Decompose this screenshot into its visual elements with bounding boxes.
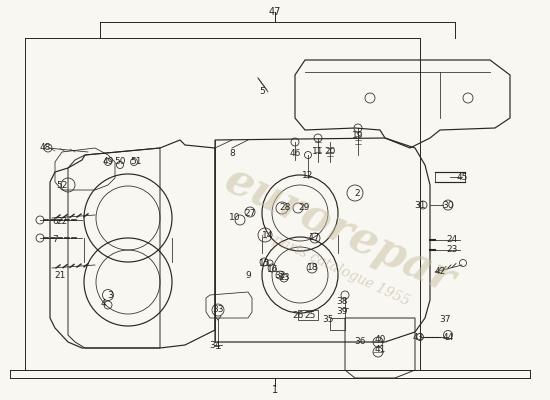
Text: 47: 47	[269, 7, 281, 17]
Text: 18: 18	[307, 264, 319, 272]
Text: 26: 26	[292, 310, 304, 320]
Text: 24: 24	[447, 236, 458, 244]
Text: 16: 16	[267, 266, 279, 274]
Text: 33: 33	[212, 306, 224, 314]
Text: 49: 49	[102, 158, 114, 166]
Text: 36: 36	[354, 338, 366, 346]
Text: a parts catalogue 1955: a parts catalogue 1955	[258, 227, 411, 309]
Text: 9: 9	[245, 270, 251, 280]
Text: 38: 38	[336, 298, 348, 306]
Text: 30: 30	[442, 200, 454, 210]
Text: 6: 6	[52, 218, 58, 226]
Text: 13: 13	[279, 274, 291, 282]
Text: 28: 28	[279, 204, 291, 212]
Text: 52: 52	[56, 180, 68, 190]
Text: 25: 25	[304, 310, 316, 320]
Text: 32: 32	[274, 270, 285, 280]
Text: 29: 29	[298, 204, 310, 212]
Text: 10: 10	[229, 214, 241, 222]
Text: 23: 23	[446, 246, 458, 254]
Text: eurorepar: eurorepar	[218, 158, 462, 302]
Text: 2: 2	[354, 188, 360, 198]
Text: 41: 41	[375, 346, 386, 354]
Text: 14: 14	[262, 230, 274, 240]
Text: 31: 31	[414, 200, 426, 210]
Text: 48: 48	[39, 144, 51, 152]
Text: 11: 11	[312, 148, 324, 156]
Text: 22: 22	[56, 218, 68, 226]
Text: 7: 7	[52, 236, 58, 244]
Text: 51: 51	[130, 158, 142, 166]
Text: 44: 44	[442, 332, 454, 342]
Text: 46: 46	[289, 148, 301, 158]
Text: 40: 40	[375, 336, 386, 344]
Text: 43: 43	[412, 332, 424, 342]
Text: 12: 12	[302, 170, 313, 180]
Text: 35: 35	[322, 316, 334, 324]
Text: 1: 1	[272, 385, 278, 395]
Text: 50: 50	[114, 158, 126, 166]
Text: 15: 15	[259, 258, 271, 268]
Text: 5: 5	[259, 88, 265, 96]
Text: 42: 42	[434, 268, 446, 276]
Text: 4: 4	[100, 298, 106, 308]
Text: 39: 39	[336, 308, 348, 316]
Text: 21: 21	[54, 270, 65, 280]
Text: 19: 19	[352, 130, 364, 140]
Text: 27: 27	[244, 208, 256, 218]
Text: 3: 3	[107, 290, 113, 300]
Text: 8: 8	[229, 148, 235, 158]
Text: 37: 37	[439, 316, 451, 324]
Text: 45: 45	[456, 174, 468, 182]
Text: 34: 34	[210, 340, 221, 350]
Text: 17: 17	[309, 234, 321, 242]
Text: 20: 20	[324, 148, 336, 156]
